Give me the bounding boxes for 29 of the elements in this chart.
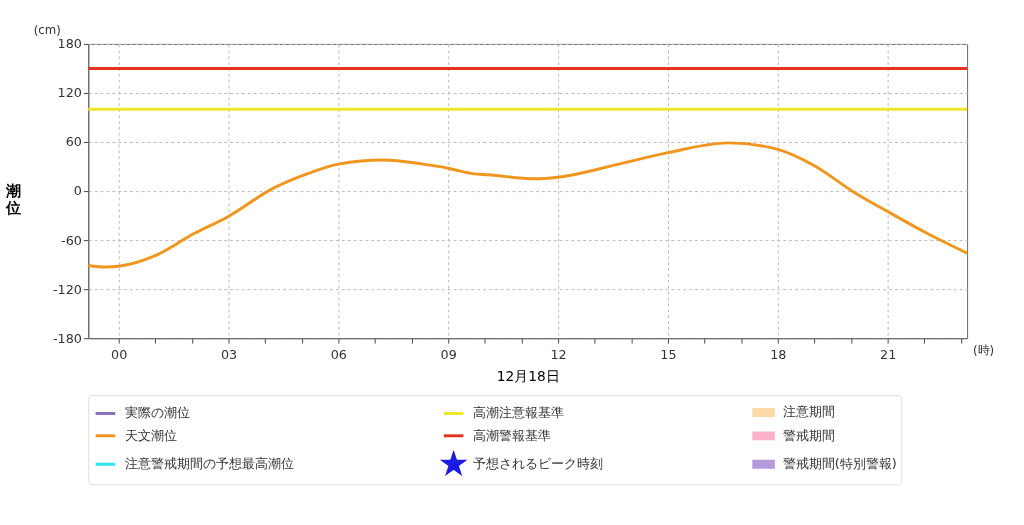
x-tick-label: 15 bbox=[660, 347, 677, 363]
y-tick-label: 60 bbox=[65, 134, 82, 150]
y-tick-label: -180 bbox=[52, 330, 82, 346]
legend-label: 警戒期間(特別警報) bbox=[782, 456, 897, 472]
legend-label: 警戒期間 bbox=[782, 427, 835, 443]
y-axis-title: 潮位 bbox=[4, 182, 21, 217]
y-tick-label: 180 bbox=[57, 36, 82, 52]
y-tick-label: -120 bbox=[52, 281, 82, 297]
y-tick-label: 0 bbox=[73, 183, 82, 199]
legend-label: 天文潮位 bbox=[124, 427, 177, 443]
y-tick-label: -60 bbox=[61, 232, 82, 248]
x-tick-label: 12 bbox=[550, 347, 567, 363]
legend-label: 高潮注意報基準 bbox=[472, 405, 564, 421]
legend-label: 予想されるピーク時刻 bbox=[472, 456, 603, 472]
legend-label: 実際の潮位 bbox=[124, 405, 190, 421]
legend-label: 注意警戒期間の予想最高潮位 bbox=[124, 456, 294, 472]
x-tick-label: 21 bbox=[880, 347, 897, 363]
x-tick-label: 00 bbox=[111, 347, 128, 363]
legend-label: 注意期間 bbox=[782, 404, 835, 420]
y-tick-label: 120 bbox=[57, 85, 82, 101]
legend-label: 高潮警報基準 bbox=[472, 427, 551, 443]
x-tick-label: 06 bbox=[330, 347, 347, 363]
line-series bbox=[86, 141, 969, 269]
x-tick-label: 03 bbox=[220, 347, 238, 363]
text: (時) bbox=[973, 342, 995, 357]
x-tick-label: 18 bbox=[770, 347, 787, 363]
text: (cm) bbox=[33, 23, 61, 38]
x-axis-title: 12月18日 bbox=[496, 367, 560, 384]
x-tick-label: 09 bbox=[440, 347, 457, 363]
